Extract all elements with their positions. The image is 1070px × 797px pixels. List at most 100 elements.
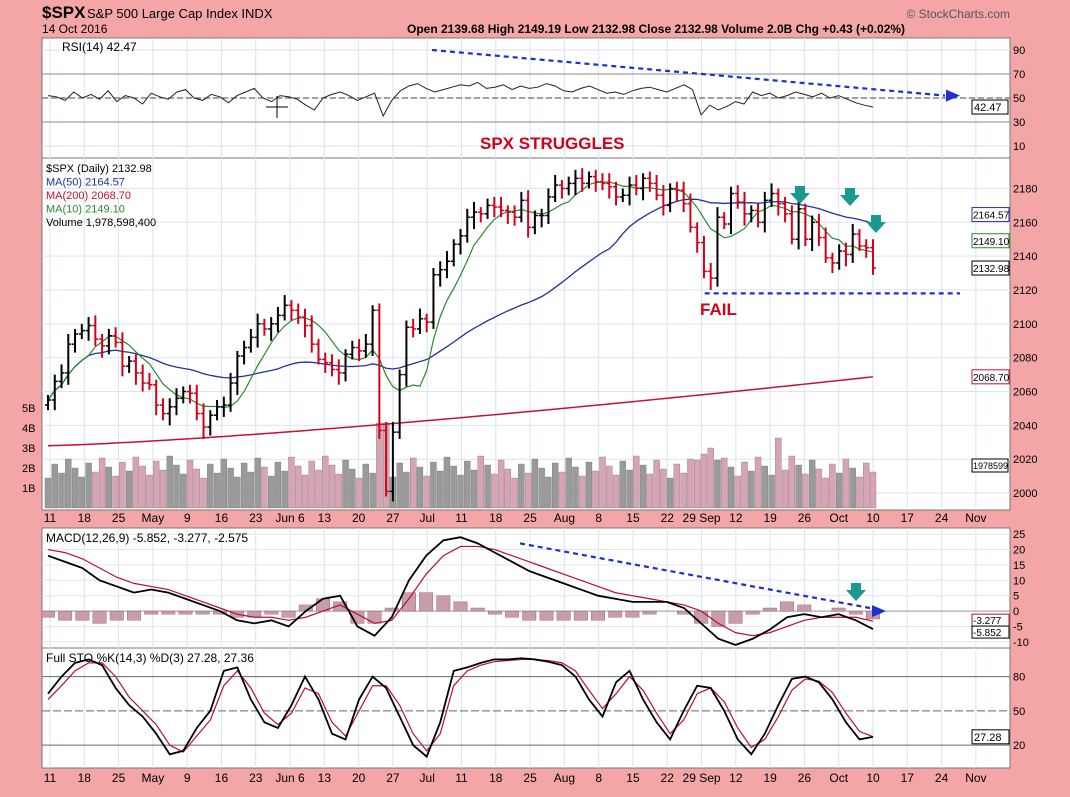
volume-bar <box>484 464 491 509</box>
volume-bar <box>524 472 532 509</box>
macd-tick-label: -10 <box>1013 637 1029 649</box>
volume-bar <box>856 476 863 509</box>
x-axis-label-bottom: Jun 6 <box>275 771 305 785</box>
volume-bar <box>863 462 870 509</box>
x-axis-label-bottom: 8 <box>595 771 602 785</box>
volume-bar <box>112 475 119 509</box>
price-tick-label: 2160 <box>1013 217 1037 229</box>
x-axis-label-bottom: 9 <box>184 771 191 785</box>
x-axis-label-top: 24 <box>935 511 949 525</box>
volume-bar <box>98 457 106 509</box>
price-tick-label: 2080 <box>1013 353 1037 365</box>
rsi-trendline <box>431 48 946 97</box>
volume-bar <box>531 458 539 509</box>
volume-bar <box>315 469 322 509</box>
volume-bar <box>240 462 248 509</box>
volume-bar <box>403 471 410 509</box>
macd-histogram-bar <box>109 610 124 621</box>
volume-bar <box>748 470 755 509</box>
volume-bar <box>322 455 329 509</box>
price-tick-label: 2040 <box>1013 420 1037 432</box>
macd-histogram-bar <box>573 610 588 621</box>
volume-bar <box>457 474 464 509</box>
rsi-tick-label: 30 <box>1013 117 1025 129</box>
x-axis-label-top: 26 <box>798 511 812 525</box>
x-axis-label-top: Oct <box>829 511 848 525</box>
volume-bar <box>470 469 478 509</box>
panel-price <box>41 157 1011 511</box>
volume-bar <box>687 458 694 509</box>
volume-bar <box>220 458 227 509</box>
x-axis-label-top: 25 <box>523 511 537 525</box>
x-axis-label-top: 17 <box>901 511 915 525</box>
volume-value-box <box>971 458 1009 473</box>
volume-bar <box>295 465 302 509</box>
rsi-value-box <box>971 99 1009 115</box>
macd-tick-label: 20 <box>1013 545 1025 557</box>
volume-bar <box>633 455 640 509</box>
volume-bar <box>153 460 160 509</box>
rsi-tick-label: 70 <box>1013 69 1025 81</box>
volume-bar <box>579 475 586 509</box>
x-axis-label-top: 11 <box>44 511 57 525</box>
brand-logo: © StockCharts.com <box>906 7 1010 21</box>
x-axis-label-top: 23 <box>249 511 263 525</box>
macd-histogram-bar <box>625 610 640 618</box>
sto-tick-label: 80 <box>1013 672 1025 684</box>
volume-bar <box>673 463 681 509</box>
x-axis-label-bottom: 18 <box>489 771 503 785</box>
volume-bar <box>538 467 545 509</box>
x-axis-label-bottom: 22 <box>661 771 675 785</box>
rsi-legend: RSI(14) 42.47 <box>62 40 137 54</box>
volume-bar <box>545 476 552 509</box>
x-axis-label-bottom: 12 <box>729 771 743 785</box>
annotation-fail: FAIL <box>700 300 737 319</box>
x-axis-label-top: 11 <box>455 511 468 525</box>
macd-histogram-bar <box>797 604 812 612</box>
rsi-tick-label: 10 <box>1013 141 1025 153</box>
volume-bar <box>71 467 79 509</box>
macd-histogram-bar <box>539 610 554 621</box>
x-axis-label-top: Aug <box>554 511 575 525</box>
macd-line <box>47 536 874 646</box>
price-tick-label: 2180 <box>1013 183 1037 195</box>
macd-tick-label: 15 <box>1013 560 1025 572</box>
volume-bar <box>193 468 200 509</box>
volume-bar <box>829 463 836 509</box>
volume-bar <box>822 477 829 509</box>
sto-d-line <box>47 658 874 753</box>
volume-bar <box>619 460 626 509</box>
macd-tick-label: 25 <box>1013 529 1025 541</box>
x-axis-label-bottom: Oct <box>829 771 848 785</box>
sto-tick-label: 50 <box>1013 706 1025 718</box>
volume-bar <box>213 472 221 509</box>
volume-bar <box>437 470 444 509</box>
macd-histogram-bar <box>92 610 107 624</box>
macd-histogram-bar <box>608 610 623 618</box>
volume-bar <box>301 474 309 509</box>
volume-bar <box>511 477 518 509</box>
volume-bar <box>78 476 85 509</box>
x-axis-label-bottom: 23 <box>249 771 263 785</box>
price-legend-item: $SPX (Daily) 2132.98 <box>46 163 152 175</box>
volume-bar <box>328 464 336 509</box>
x-axis-label-top: 18 <box>489 511 503 525</box>
macd-histogram-bar <box>436 595 451 612</box>
volume-bar <box>639 464 647 509</box>
x-axis-label-top: 20 <box>352 511 366 525</box>
x-axis-label-bottom: 25 <box>523 771 537 785</box>
volume-bar <box>288 456 295 509</box>
volume-bar <box>58 472 65 509</box>
x-axis-label-bottom: 17 <box>901 771 915 785</box>
price-tick-label: 2000 <box>1013 488 1037 500</box>
macd-histogram-bar <box>848 610 863 615</box>
down-arrow-icon <box>846 583 866 601</box>
x-axis-label-top: 12 <box>729 511 743 525</box>
x-axis-label-bottom: 29 Sep <box>683 771 721 785</box>
volume-bar <box>105 466 113 509</box>
volume-bar <box>869 471 877 509</box>
volume-bar <box>173 464 180 509</box>
macd-histogram-bar <box>591 610 605 621</box>
macd-histogram-bar <box>711 610 726 627</box>
